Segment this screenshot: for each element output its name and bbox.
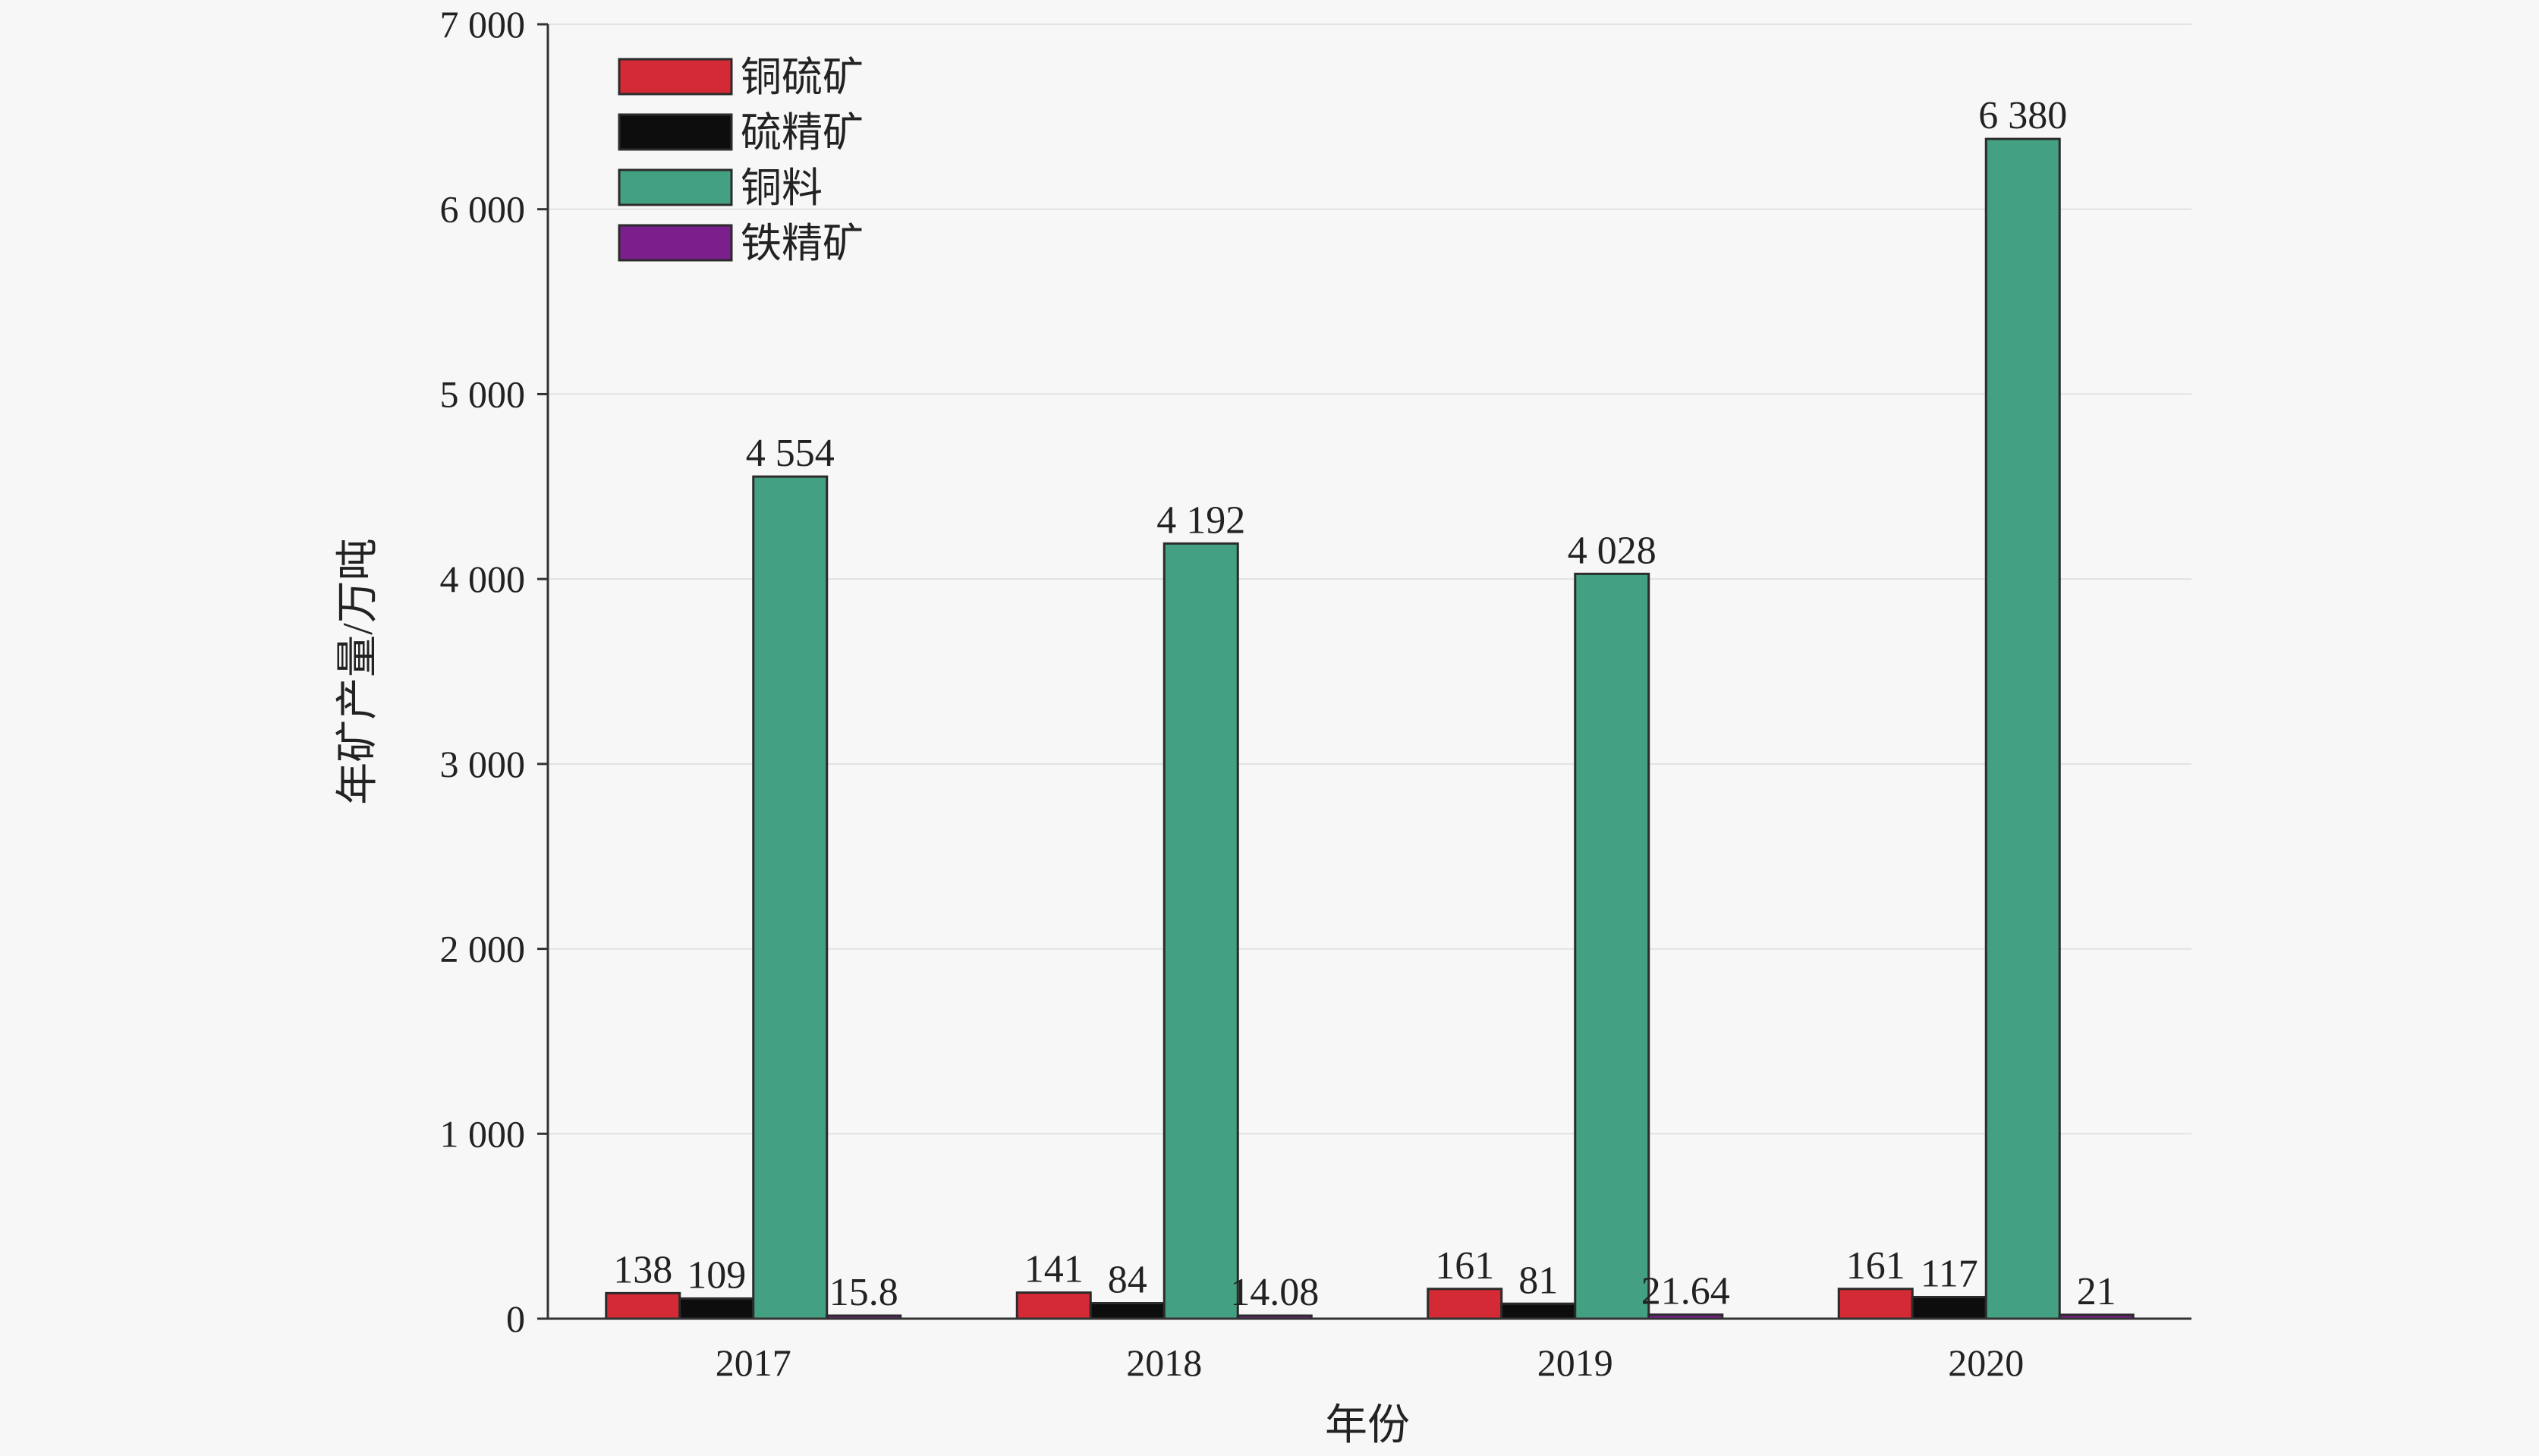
data-label: 138: [613, 1248, 672, 1291]
bar: [1911, 1295, 1987, 1320]
legend-swatch: [618, 58, 733, 96]
data-label: 21: [2077, 1270, 2116, 1313]
y-tick-label: 6 000: [440, 188, 526, 231]
data-label: 4 192: [1156, 498, 1245, 542]
y-tick-label: 0: [506, 1297, 525, 1340]
data-label: 4 554: [746, 432, 835, 475]
bar: [1427, 1288, 1503, 1320]
axes: 0 1 000 2 000 3 000 4 000 5 000 6 000 7 000 2017…: [440, 3, 2191, 1384]
bar: [752, 475, 829, 1320]
legend-swatch: [618, 113, 733, 151]
data-label: 161: [1846, 1244, 1905, 1288]
bar: [1015, 1291, 1092, 1320]
bar: [678, 1297, 755, 1320]
legend-label: 铜料: [741, 165, 823, 211]
bar: [1984, 137, 2061, 1320]
bar: [1089, 1302, 1166, 1320]
data-label: 109: [687, 1253, 746, 1297]
data-label: 6 380: [1978, 94, 2067, 137]
data-label: 117: [1921, 1252, 1978, 1295]
data-label: 15.8: [829, 1271, 898, 1314]
bar: [605, 1291, 681, 1320]
legend-label: 铜硫矿: [741, 55, 864, 100]
data-label: 81: [1518, 1259, 1558, 1302]
data-label: 141: [1024, 1248, 1084, 1291]
data-label: 161: [1435, 1244, 1494, 1288]
y-axis-title: 年矿产量/万吨: [335, 538, 382, 805]
data-label: 4 028: [1568, 529, 1656, 572]
x-axis-title: 年份: [1325, 1402, 1410, 1449]
x-tick-label: 2019: [1537, 1341, 1613, 1384]
x-tick-label: 2018: [1126, 1341, 1202, 1384]
x-tick-label: 2020: [1948, 1341, 2024, 1384]
data-label: 14.08: [1230, 1271, 1319, 1314]
legend-label: 铁精矿: [741, 221, 864, 266]
bar: [1163, 542, 1239, 1320]
y-tick-label: 1 000: [440, 1112, 526, 1155]
data-labels: 138 109 4 554 15.8 141 84 4 192 14.08 161 81 4 028…: [613, 94, 2116, 1314]
x-tick-label: 2017: [716, 1341, 791, 1384]
legend-label: 硫精矿: [741, 110, 864, 156]
bar: [1500, 1302, 1577, 1320]
y-tick-label: 3 000: [440, 743, 526, 785]
data-label: 84: [1108, 1259, 1147, 1302]
bar: [1837, 1288, 1914, 1320]
y-tick-label: 4 000: [440, 558, 526, 600]
legend-swatch: [618, 224, 733, 262]
y-tick-label: 2 000: [440, 928, 526, 970]
bar: [1574, 572, 1650, 1320]
legend-swatch: [618, 168, 733, 206]
y-tick-label: 5 000: [440, 373, 526, 415]
y-tick-label: 7 000: [440, 3, 526, 46]
data-label: 21.64: [1641, 1270, 1730, 1313]
